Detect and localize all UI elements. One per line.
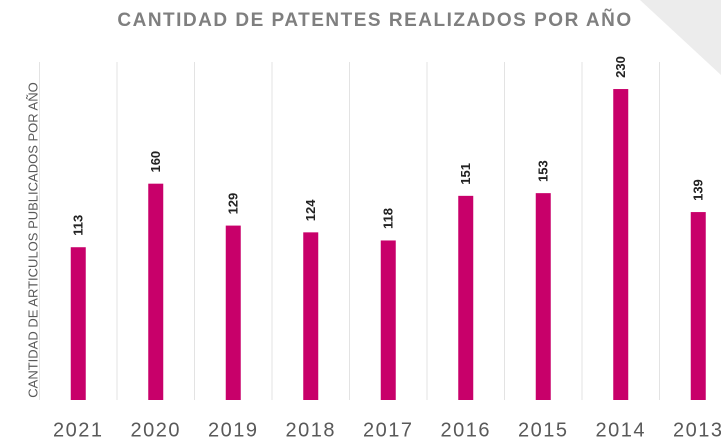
bar [225,225,241,400]
corner-decoration [640,0,721,75]
x-tick-label: 2016 [441,419,492,441]
x-tick-label: 2013 [673,419,721,441]
value-label: 151 [458,163,473,185]
bar [70,247,86,400]
x-tick-label: 2021 [53,419,104,441]
bar [303,232,319,400]
x-tick-label: 2019 [208,419,259,441]
value-label: 118 [381,208,396,229]
chart-title: CANTIDAD DE PATENTES REALIZADOS POR AÑO [117,9,632,31]
bar [613,89,629,400]
value-label: 160 [148,151,163,173]
value-label: 129 [226,193,241,215]
value-label: 153 [536,160,551,182]
y-axis-label: CANTIDAD DE ARTICULOS PUBLICADOS POR AÑO [25,82,40,397]
x-tick-label: 2015 [518,419,569,441]
x-tick-label: 2017 [363,419,414,441]
value-label: 139 [691,179,706,201]
x-tick-label: 2014 [596,419,647,441]
x-tick-label: 2018 [286,419,337,441]
x-tick-label: 2020 [131,419,182,441]
value-label: 113 [71,215,86,236]
bar [380,240,396,400]
bar [690,212,706,400]
bar [458,195,474,400]
value-label: 230 [613,56,628,78]
bar [148,183,164,400]
value-label: 124 [303,199,318,221]
bar [535,193,551,400]
